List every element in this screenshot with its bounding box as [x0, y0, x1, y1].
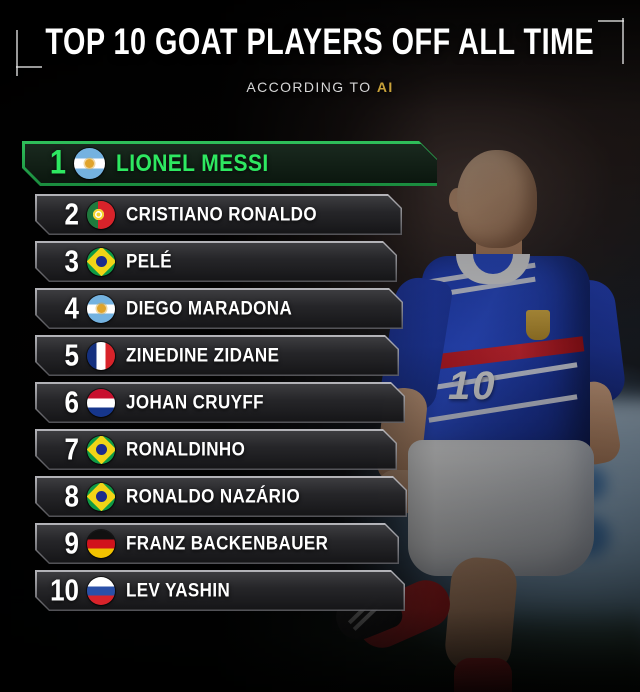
bracket-left-horizontal [16, 66, 43, 68]
player-name: JOHAN CRUYFF [126, 391, 264, 413]
rank-number: 3 [64, 243, 79, 279]
flag-icon-brazil [87, 482, 115, 511]
ranking-row[interactable]: 1 LIONEL MESSI [22, 141, 640, 186]
rank-number: 7 [64, 431, 79, 467]
player-name: PELÉ [126, 250, 173, 272]
page-subtitle: ACCORDING TO AI [0, 79, 640, 95]
row-content: 4 DIEGO MARADONA [35, 288, 403, 329]
player-name: RONALDINHO [126, 438, 246, 460]
poster-header: TOP 10 GOAT PLAYERS OFF ALL TIME ACCORDI… [0, 18, 640, 95]
subtitle-highlight: AI [376, 79, 394, 95]
player-name: FRANZ BACKENBAUER [126, 532, 329, 554]
ranking-row[interactable]: 8 RONALDO NAZÁRIO [35, 476, 640, 517]
flag-icon-france [87, 341, 115, 370]
row-content: 3 PELÉ [35, 241, 397, 282]
subtitle-prefix: ACCORDING TO [246, 79, 377, 95]
bracket-right-vertical [621, 18, 624, 64]
title-frame: TOP 10 GOAT PLAYERS OFF ALL TIME [16, 18, 624, 76]
ranking-row[interactable]: 2 CRISTIANO RONALDO [35, 194, 640, 235]
rank-number: 5 [64, 337, 79, 373]
row-content: 10 LEV YASHIN [35, 570, 405, 611]
rank-number: 4 [64, 290, 79, 326]
row-content: 9 FRANZ BACKENBAUER [35, 523, 399, 564]
ranking-row[interactable]: 7 RONALDINHO [35, 429, 640, 470]
ranking-row[interactable]: 5 ZINEDINE ZIDANE [35, 335, 640, 376]
flag-icon-brazil [87, 247, 115, 276]
row-content: 5 ZINEDINE ZIDANE [35, 335, 399, 376]
flag-icon-russia [87, 576, 115, 605]
ranking-row[interactable]: 9 FRANZ BACKENBAUER [35, 523, 640, 564]
player-name: RONALDO NAZÁRIO [126, 485, 301, 507]
row-content: 7 RONALDINHO [35, 429, 397, 470]
row-content: 6 JOHAN CRUYFF [35, 382, 405, 423]
ranking-list: 1 LIONEL MESSI 2 CRISTIANO RONALDO 3 PELÉ 4 DIE… [0, 141, 640, 617]
ranking-row[interactable]: 4 DIEGO MARADONA [35, 288, 640, 329]
flag-icon-portugal [87, 200, 115, 229]
flag-icon-netherlands [87, 388, 115, 417]
flag-icon-argentina [74, 148, 105, 179]
flag-icon-germany [87, 529, 115, 558]
ranking-row[interactable]: 3 PELÉ [35, 241, 640, 282]
player-name: ZINEDINE ZIDANE [126, 344, 280, 366]
flag-icon-brazil [87, 435, 115, 464]
flag-icon-argentina [87, 294, 115, 323]
ranking-row[interactable]: 6 JOHAN CRUYFF [35, 382, 640, 423]
rank-number: 8 [64, 478, 79, 514]
rank-number: 10 [50, 572, 79, 608]
page-title: TOP 10 GOAT PLAYERS OFF ALL TIME [45, 22, 595, 63]
rank-number: 9 [64, 525, 79, 561]
row-content: 8 RONALDO NAZÁRIO [35, 476, 407, 517]
player-sock-front [454, 658, 512, 692]
player-name: LEV YASHIN [126, 579, 231, 601]
player-name: LIONEL MESSI [116, 149, 269, 177]
rank-number: 6 [64, 384, 79, 420]
rank-number: 1 [49, 144, 66, 182]
player-name: DIEGO MARADONA [126, 297, 293, 319]
player-name: CRISTIANO RONALDO [126, 203, 317, 225]
row-content: 2 CRISTIANO RONALDO [35, 194, 402, 235]
row-content: 1 LIONEL MESSI [22, 141, 437, 186]
ranking-row[interactable]: 10 LEV YASHIN [35, 570, 640, 611]
bracket-left-vertical [16, 30, 19, 76]
bracket-right-horizontal [597, 20, 624, 22]
rank-number: 2 [64, 196, 79, 232]
